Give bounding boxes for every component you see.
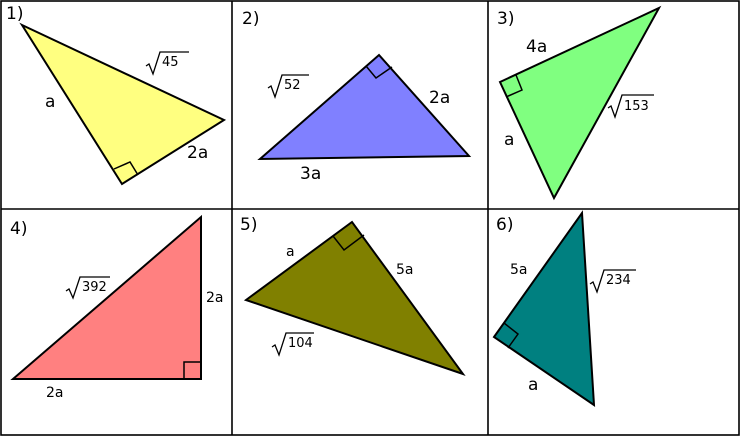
problem-2-side-3a: 3a [300, 164, 321, 184]
problem-5-side-5a: 5a [396, 262, 414, 278]
right-angle-marker-1 [113, 161, 139, 176]
problem-3-hypotenuse: 153 [607, 94, 654, 120]
problem-3: 3) 4a a 153 [497, 5, 662, 201]
problem-1-radicand: 45 [162, 55, 179, 70]
problem-1-number: 1) [6, 4, 23, 24]
radical-sign-icon [589, 269, 636, 294]
problem-6-side-5a: 5a [510, 262, 528, 278]
radical-sign-icon [65, 276, 110, 300]
problem-3-number: 3) [497, 9, 514, 29]
problem-5-radicand: 104 [288, 336, 313, 351]
problem-2: 2) 52 2a 3a [242, 9, 472, 184]
problem-6: 6) 5a a 234 [492, 210, 636, 407]
problem-6-number: 6) [496, 215, 513, 235]
triangle-4 [10, 214, 202, 380]
right-angle-marker-5 [332, 234, 365, 252]
problem-6-hypotenuse: 234 [589, 269, 636, 294]
radical-sign-icon [267, 74, 309, 100]
triangle-6 [492, 210, 596, 407]
problem-1: 1) a 2a 45 [6, 4, 227, 186]
triangle-2 [257, 53, 472, 161]
problem-4-number: 4) [10, 219, 27, 239]
problem-2-side-2a: 2a [429, 88, 450, 108]
problem-1-hypotenuse: 45 [145, 51, 189, 76]
radical-sign-icon [145, 51, 189, 76]
right-angle-marker-2 [365, 65, 393, 80]
problem-2-radicand: 52 [284, 78, 301, 93]
problem-6-radicand: 234 [606, 273, 631, 288]
triangle-3 [498, 5, 662, 201]
right-angle-marker-3 [505, 74, 523, 98]
problem-3-side-4a: 4a [526, 37, 547, 57]
problem-2-hypotenuse: 52 [267, 74, 309, 100]
problem-5-number: 5) [240, 215, 257, 235]
problem-1-side-a: a [45, 92, 55, 112]
radical-sign-icon [607, 94, 654, 120]
problem-1-side-2a: 2a [187, 143, 208, 163]
problem-6-side-a: a [528, 375, 538, 395]
problem-3-radicand: 153 [624, 99, 649, 114]
problem-4: 4) 392 2a 2a [10, 214, 224, 401]
problem-4-radicand: 392 [82, 280, 107, 295]
problem-5: 5) a 5a 104 [240, 215, 466, 376]
radical-sign-icon [271, 332, 314, 357]
triangle-1 [19, 22, 227, 186]
problem-5-side-a: a [286, 244, 295, 260]
right-angle-marker-6 [503, 322, 520, 349]
problem-4-hypotenuse: 392 [65, 276, 110, 300]
problem-3-side-a: a [504, 130, 514, 150]
problem-4-side-right: 2a [206, 290, 224, 306]
problem-2-number: 2) [242, 9, 259, 29]
triangle-5 [243, 220, 466, 376]
problem-5-hypotenuse: 104 [271, 332, 314, 357]
problem-4-side-base: 2a [46, 385, 64, 401]
right-angle-marker-4 [183, 361, 201, 379]
